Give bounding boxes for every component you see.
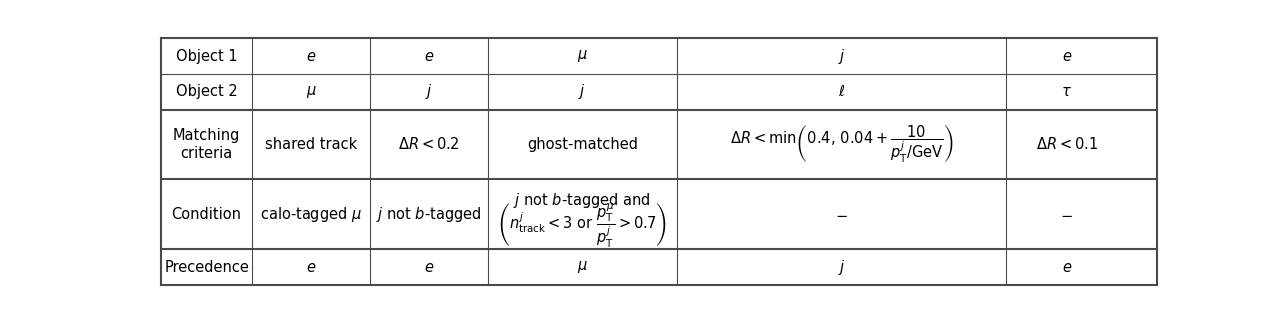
Text: $j$: $j$ bbox=[579, 82, 586, 101]
Text: $\mu$: $\mu$ bbox=[577, 259, 588, 275]
Text: ghost-matched: ghost-matched bbox=[527, 137, 638, 152]
Text: $j$: $j$ bbox=[837, 258, 845, 276]
Text: shared track: shared track bbox=[265, 137, 358, 152]
Text: $\tau$: $\tau$ bbox=[1061, 84, 1073, 99]
Text: $j$ not $b$-tagged: $j$ not $b$-tagged bbox=[376, 205, 482, 224]
Text: $\mu$: $\mu$ bbox=[306, 84, 316, 100]
Text: $e$: $e$ bbox=[306, 49, 316, 64]
Text: $-$: $-$ bbox=[1061, 207, 1073, 222]
Text: calo-tagged $\mu$: calo-tagged $\mu$ bbox=[260, 205, 363, 224]
Text: $\Delta R < \min\left(0.4,\, 0.04 + \dfrac{10}{p_{\mathrm{T}}^{j}/\mathrm{GeV}}\: $\Delta R < \min\left(0.4,\, 0.04 + \dfr… bbox=[729, 124, 953, 165]
Text: $\left(n^{j}_{\mathrm{track}} < 3\ \mathrm{or}\ \dfrac{p_{\mathrm{T}}^{\mu}}{p_{: $\left(n^{j}_{\mathrm{track}} < 3\ \math… bbox=[498, 201, 666, 249]
Text: $e$: $e$ bbox=[1061, 49, 1071, 64]
Text: Precedence: Precedence bbox=[165, 260, 249, 275]
Text: $e$: $e$ bbox=[423, 49, 433, 64]
Text: $\Delta R < 0.1$: $\Delta R < 0.1$ bbox=[1035, 136, 1098, 152]
Text: $\Delta R < 0.2$: $\Delta R < 0.2$ bbox=[399, 136, 459, 152]
Text: $j$: $j$ bbox=[424, 82, 432, 101]
Text: Object 2: Object 2 bbox=[176, 84, 238, 99]
Text: Condition: Condition bbox=[171, 207, 242, 222]
Text: $\mu$: $\mu$ bbox=[577, 48, 588, 64]
Text: $j$ not $b$-tagged and: $j$ not $b$-tagged and bbox=[513, 191, 651, 210]
Text: Object 1: Object 1 bbox=[176, 49, 238, 64]
Text: $e$: $e$ bbox=[1061, 260, 1071, 275]
Text: Matching
criteria: Matching criteria bbox=[172, 128, 240, 161]
Text: $e$: $e$ bbox=[423, 260, 433, 275]
Text: $e$: $e$ bbox=[306, 260, 316, 275]
Text: $\ell$: $\ell$ bbox=[837, 84, 845, 99]
Text: $j$: $j$ bbox=[837, 47, 845, 66]
Text: $-$: $-$ bbox=[835, 207, 847, 222]
